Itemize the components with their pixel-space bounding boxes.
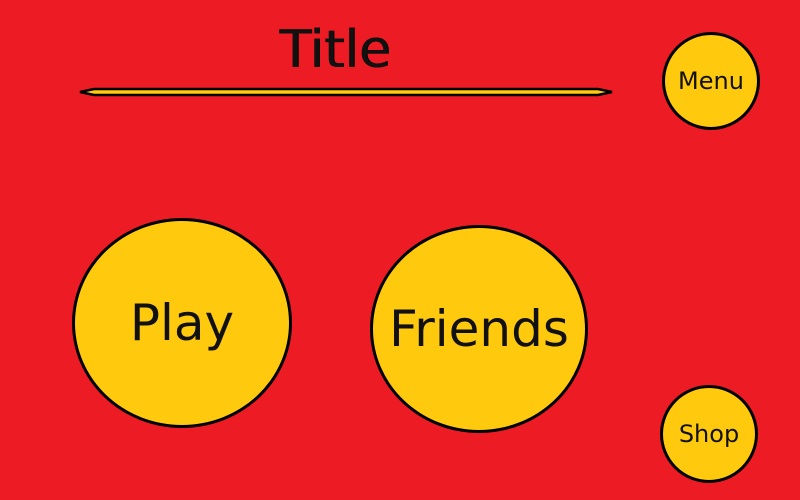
play-button[interactable]: Play (72, 218, 292, 428)
page-title: Title (279, 20, 391, 80)
title-divider (79, 87, 613, 97)
shop-button[interactable]: Shop (660, 385, 758, 483)
menu-button[interactable]: Menu (662, 32, 760, 130)
friends-button[interactable]: Friends (370, 225, 588, 433)
